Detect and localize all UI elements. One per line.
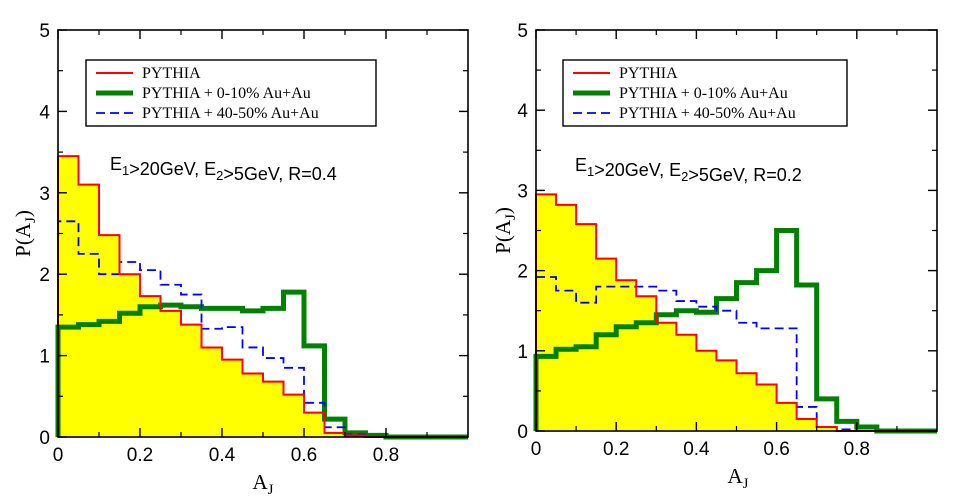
x-tick-label: 0 xyxy=(531,439,542,460)
y-axis-label: P(AJ) xyxy=(491,207,519,254)
pythia-fill-area xyxy=(58,156,468,438)
legend-label: PYTHIA xyxy=(142,65,201,82)
x-tick-label: 0.2 xyxy=(127,445,153,466)
legend-label: PYTHIA xyxy=(619,65,678,82)
x-tick-label: 0.8 xyxy=(373,445,399,466)
y-tick-label: 3 xyxy=(517,181,528,202)
x-tick-label: 0 xyxy=(53,445,64,466)
cut-annotation: E1>20GeV, E2>5GeV, R=0.4 xyxy=(110,154,337,184)
y-axis-label: P(AJ) xyxy=(11,210,39,257)
pythia-fill-area xyxy=(536,194,937,431)
legend-label: PYTHIA + 0-10% Au+Au xyxy=(142,85,311,102)
x-axis-label: AJ xyxy=(727,464,748,492)
y-tick-label: 2 xyxy=(39,265,50,286)
y-tick-label: 4 xyxy=(39,102,50,123)
x-tick-label: 0.6 xyxy=(763,439,789,460)
x-tick-label: 0.8 xyxy=(844,439,870,460)
x-tick-label: 0.6 xyxy=(291,445,317,466)
legend-box xyxy=(562,59,848,127)
y-tick-label: 0 xyxy=(517,422,528,443)
panel-left: 0 0.2 0.4 0.6 0.8 0 1 2 3 4 5 AJ P(AJ) PYTHIA PYTHIA +… xyxy=(11,21,469,497)
legend-box xyxy=(85,59,377,127)
x-tick-label: 0.4 xyxy=(683,439,710,460)
y-tick-label: 1 xyxy=(517,342,528,363)
series-line-0 xyxy=(535,193,937,432)
panel-right: 0 0.2 0.4 0.6 0.8 0 1 2 3 4 5 AJ P(AJ) PYTHIA PYTHIA +… xyxy=(491,21,938,492)
y-tick-label: 0 xyxy=(39,428,50,449)
y-tick-label: 2 xyxy=(517,262,528,283)
y-tick-label: 3 xyxy=(39,184,50,205)
legend-label: PYTHIA + 40-50% Au+Au xyxy=(142,105,319,122)
legend-label: PYTHIA + 0-10% Au+Au xyxy=(619,85,788,102)
y-tick-label: 5 xyxy=(39,21,50,42)
x-axis-label: AJ xyxy=(252,470,273,497)
y-tick-label: 1 xyxy=(39,347,50,368)
cut-annotation: E1>20GeV, E2>5GeV, R=0.2 xyxy=(575,155,802,185)
y-tick-label: 4 xyxy=(517,101,528,122)
series-line-1 xyxy=(533,228,937,434)
series-line-2 xyxy=(535,276,937,432)
series-line-0 xyxy=(57,155,468,438)
legend-label: PYTHIA + 40-50% Au+Au xyxy=(619,105,796,122)
x-tick-label: 0.2 xyxy=(603,439,629,460)
x-tick-label: 0.4 xyxy=(209,445,236,466)
y-tick-label: 5 xyxy=(517,21,528,42)
